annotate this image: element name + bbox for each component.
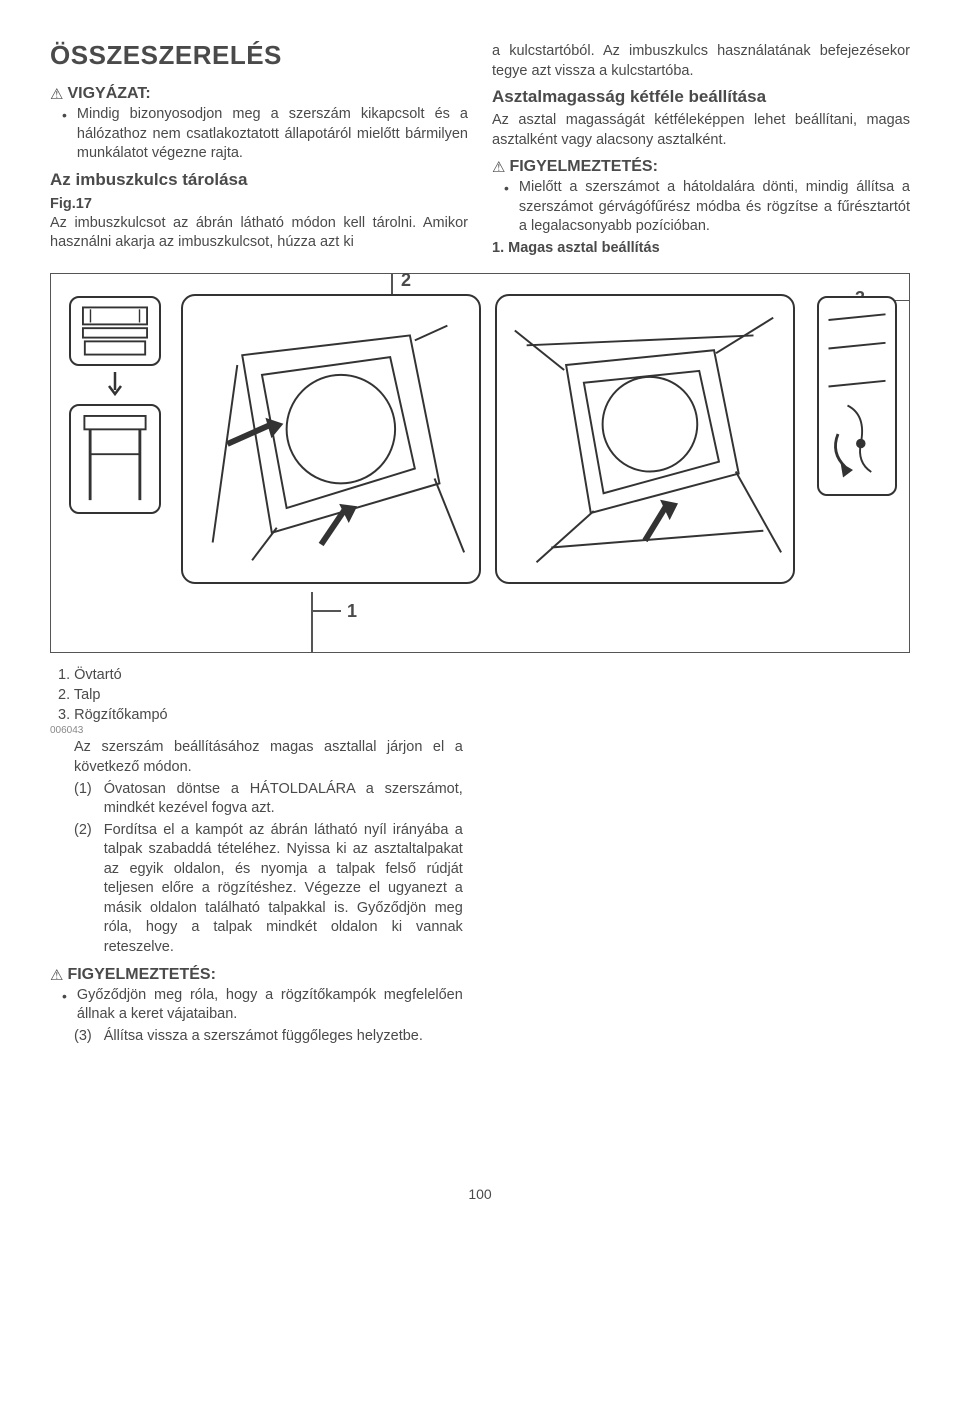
bullet-icon: • (504, 178, 509, 237)
panel-step-3 (495, 294, 795, 584)
warning-heading-lower: ⚠ FIGYELMEZTETÉS: (50, 966, 463, 984)
step-1-label: (1) (74, 780, 92, 819)
warning-text-right: Mielőtt a szerszámot a hátoldalára dönti… (519, 178, 910, 237)
assembly-diagram: 2 3 1 (50, 273, 910, 653)
diagram-legend: 1. Övtartó 2. Talp 3. Rögzítőkampó (58, 665, 910, 726)
mini-panel-table (69, 296, 161, 366)
paragraph-right-2: Az asztal magasságát kétféleképpen lehet… (492, 111, 910, 150)
warning-text-lower: Győződjön meg róla, hogy a rögzítőkampók… (77, 986, 463, 1025)
legend-item-3: 3. Rögzítőkampó (58, 705, 910, 725)
callout-2: 2 (401, 270, 411, 291)
subheading-storage: Az imbuszkulcs tárolása (50, 170, 468, 190)
paragraph-right-1: a kulcstartóból. Az imbuszkulcs használa… (492, 42, 910, 81)
warning-icon: ⚠ (50, 85, 63, 103)
step-1-text: Óvatosan döntse a HÁTOLDALÁRA a szerszám… (104, 780, 463, 819)
subheading-height: Asztalmagasság kétféle beállítása (492, 87, 910, 107)
page-number: 100 (50, 1186, 910, 1202)
figure-code: 006043 (50, 725, 910, 736)
step-2-label: (2) (74, 821, 92, 958)
step-3-row: (3) Állítsa vissza a szerszámot függőleg… (74, 1027, 463, 1047)
left-column: ÖSSZESZERELÉS ⚠ VIGYÁZAT: • Mindig bizon… (50, 40, 468, 261)
caution-label: VIGYÁZAT: (67, 85, 150, 103)
panel-step-2 (181, 294, 481, 584)
bullet-icon: • (62, 986, 67, 1025)
paragraph-left-1: Az imbuszkulcsot az ábrán látható módon … (50, 214, 468, 253)
warning-icon: ⚠ (492, 158, 505, 176)
warning-icon: ⚠ (50, 966, 63, 984)
legend-item-1: 1. Övtartó (58, 665, 910, 685)
paragraph-right-3: 1. Magas asztal beállítás (492, 239, 910, 259)
warning-bullet-lower: • Győződjön meg róla, hogy a rögzítőkamp… (62, 986, 463, 1025)
mini-panel-legs (69, 404, 161, 514)
right-column: a kulcstartóból. Az imbuszkulcs használa… (492, 40, 910, 261)
legend-item-2: 2. Talp (58, 685, 910, 705)
instructions-intro: Az szerszám beállításához magas asztalla… (74, 738, 463, 777)
caution-heading: ⚠ VIGYÁZAT: (50, 85, 468, 103)
warning-label-right: FIGYELMEZTETÉS: (509, 158, 657, 176)
callout-1: 1 (347, 601, 357, 622)
bullet-icon: • (62, 105, 67, 164)
caution-text: Mindig bizonyosodjon meg a szerszám kika… (77, 105, 468, 164)
step-3-text: Állítsa vissza a szerszámot függőleges h… (104, 1027, 463, 1047)
warning-bullet-right: • Mielőtt a szerszámot a hátoldalára dön… (504, 178, 910, 237)
warning-heading-right: ⚠ FIGYELMEZTETÉS: (492, 158, 910, 176)
step-1-row: (1) Óvatosan döntse a HÁTOLDALÁRA a szer… (74, 780, 463, 819)
instructions-block: Az szerszám beállításához magas asztalla… (50, 738, 463, 1046)
figure-label: Fig.17 (50, 196, 468, 212)
step-3-label: (3) (74, 1027, 92, 1047)
down-arrow-icon (105, 370, 125, 400)
step-2-row: (2) Fordítsa el a kampót az ábrán láthat… (74, 821, 463, 958)
warning-label-lower: FIGYELMEZTETÉS: (67, 966, 215, 984)
caution-bullet: • Mindig bizonyosodjon meg a szerszám ki… (62, 105, 468, 164)
panel-detail-hook (817, 296, 897, 496)
step-2-text: Fordítsa el a kampót az ábrán látható ny… (104, 821, 463, 958)
page-title: ÖSSZESZERELÉS (50, 40, 468, 71)
